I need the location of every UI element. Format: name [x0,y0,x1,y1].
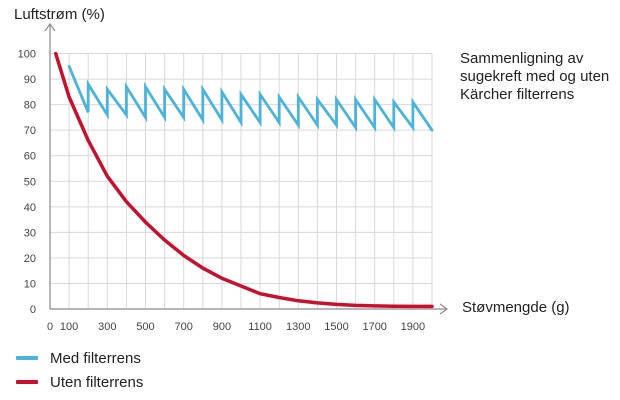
y-axis-arrow [44,22,56,32]
x-tick-label: 300 [98,321,116,333]
y-tick-label: 80 [24,100,36,112]
x-tick-label: 900 [213,321,231,333]
legend-swatch-med-filterrens [16,356,38,360]
x-tick-label: 1500 [324,321,348,333]
x-tick-label: 500 [136,321,154,333]
x-tick-label: 1700 [362,321,386,333]
y-tick-label: 50 [24,176,36,188]
x-axis-title: Støvmengde (g) [462,299,570,316]
x-tick-label: 0 [47,321,53,333]
y-tick-label: 70 [24,125,36,137]
series-line-med-filterrens [67,64,434,133]
x-axis-arrow [439,303,449,315]
x-tick-label: 1300 [286,321,310,333]
x-tick-label: 1900 [401,321,425,333]
legend-item-med-filterrens: Med filterrens [16,346,143,370]
legend: Med filterrens Uten filterrens [16,346,143,394]
x-tick-label: 100 [60,321,78,333]
y-tick-label: 30 [24,227,36,239]
series-line-uten-filterrens [53,51,434,309]
chart-description: Sammenligning av sugekreft med og uten K… [460,50,610,103]
y-tick-label: 40 [24,202,36,214]
legend-label-uten-filterrens: Uten filterrens [50,373,144,391]
y-tick-label: 0 [30,304,36,316]
y-tick-label: 20 [24,253,36,265]
y-axis-title: Luftstrøm (%) [14,6,105,23]
x-tick-label: 700 [175,321,193,333]
x-tick-label: 1100 [248,321,272,333]
legend-item-uten-filterrens: Uten filterrens [16,370,143,394]
y-tick-label: 10 [24,278,36,290]
legend-label-med-filterrens: Med filterrens [50,349,141,367]
legend-swatch-uten-filterrens [16,380,38,384]
y-tick-label: 60 [24,151,36,163]
y-tick-label: 100 [18,49,36,61]
y-tick-label: 90 [24,74,36,86]
